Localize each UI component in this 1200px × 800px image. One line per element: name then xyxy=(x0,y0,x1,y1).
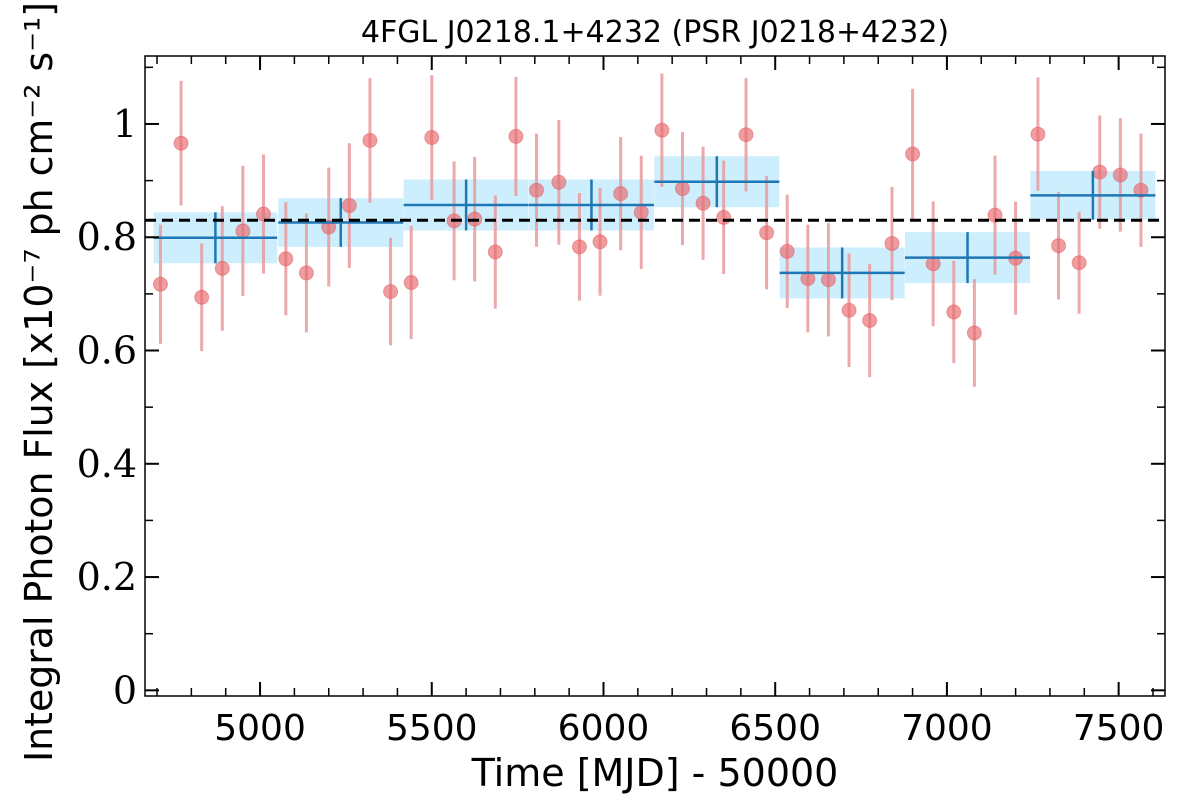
data-point xyxy=(194,289,210,305)
x-tick-label: 6000 xyxy=(558,708,650,749)
data-point xyxy=(695,195,711,211)
data-point xyxy=(152,276,168,292)
data-point xyxy=(551,174,567,190)
data-point xyxy=(403,275,419,291)
data-point xyxy=(946,304,962,320)
data-point xyxy=(255,206,271,222)
data-point xyxy=(529,182,545,198)
x-tick-label: 7000 xyxy=(901,708,993,749)
data-point xyxy=(1071,255,1087,271)
data-point xyxy=(235,223,251,239)
data-point xyxy=(716,209,732,225)
data-point xyxy=(738,127,754,143)
data-point xyxy=(424,130,440,146)
data-point xyxy=(884,235,900,251)
bin-layer xyxy=(153,156,1156,299)
chart-title: 4FGL J0218.1+4232 (PSR J0218+4232) xyxy=(361,15,949,50)
x-tick-label: 7500 xyxy=(1073,708,1165,749)
data-point xyxy=(905,146,921,162)
data-point xyxy=(383,284,399,300)
data-point xyxy=(214,260,230,276)
y-axis-label: Integral Photon Flux [x10⁻⁷ ph cm⁻² s⁻¹] xyxy=(17,2,61,762)
y-tick-label: 0.6 xyxy=(77,329,137,373)
x-axis-label: Time [MJD] - 50000 xyxy=(471,751,839,795)
data-point xyxy=(841,302,857,318)
data-point xyxy=(487,244,503,260)
points-layer xyxy=(152,73,1149,387)
plot-frame xyxy=(144,55,1166,697)
data-point xyxy=(592,234,608,250)
data-point xyxy=(571,239,587,255)
data-point xyxy=(654,122,670,138)
data-point xyxy=(1112,167,1128,183)
data-point xyxy=(278,251,294,267)
y-tick-label: 0 xyxy=(113,668,137,712)
data-point xyxy=(820,272,836,288)
data-point xyxy=(633,204,649,220)
y-tick-label: 0.8 xyxy=(77,215,137,259)
y-tick-label: 0.4 xyxy=(77,442,137,486)
data-point xyxy=(925,256,941,272)
data-point xyxy=(298,265,314,281)
data-point xyxy=(800,271,816,287)
x-tick-label: 5000 xyxy=(214,708,306,749)
data-point xyxy=(1133,182,1149,198)
x-tick-label: 6500 xyxy=(729,708,821,749)
data-point xyxy=(173,135,189,151)
tick-label-layer: 5000 5500 6000 6500 7000 7500 0 0.2 0.4 0.6 0.8 1 xyxy=(77,102,1165,749)
y-tick-label: 1 xyxy=(113,102,137,146)
data-point xyxy=(1030,126,1046,142)
data-point xyxy=(779,243,795,259)
data-point xyxy=(966,325,982,341)
data-point xyxy=(1092,164,1108,180)
data-point xyxy=(759,225,775,241)
data-point xyxy=(362,132,378,148)
data-point xyxy=(508,128,524,144)
data-point xyxy=(1051,238,1067,254)
data-point xyxy=(987,207,1003,223)
data-point xyxy=(613,186,629,202)
data-point xyxy=(862,312,878,328)
tick-layer xyxy=(145,56,1165,696)
y-tick-label: 0.2 xyxy=(77,555,137,599)
data-point xyxy=(341,198,357,214)
data-point xyxy=(674,181,690,197)
x-tick-label: 5500 xyxy=(386,708,478,749)
